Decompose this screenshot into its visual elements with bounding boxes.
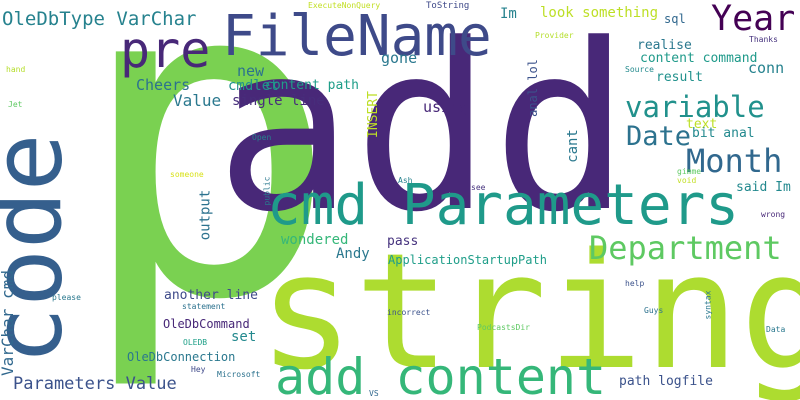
word: Microsoft [217,370,261,379]
word: wondered [281,232,349,248]
word: using [423,98,469,116]
word: output [197,189,214,241]
word: VarChar cmd [0,270,17,376]
word: Hey [191,365,206,374]
word: OleDbConnection [127,350,236,364]
word: Im [500,6,517,22]
word: Cheers [136,76,191,94]
word: VS [369,389,379,398]
word: public [262,176,272,206]
word: Open [252,133,272,142]
word: set [231,329,257,345]
word: void [677,176,697,185]
word: conn [748,59,785,77]
word: someone [170,170,204,179]
word: INSERT [365,91,381,138]
word: sql [664,12,686,26]
word: Value [173,91,222,110]
word: Parameters Value [13,374,177,394]
word: ApplicationStartupPath [388,253,547,267]
word: content path [265,78,359,93]
word: OLEDB [183,338,208,347]
word: Provider [535,31,574,40]
word: see [471,183,486,192]
word: result [656,70,703,85]
word: OleDbCommand [163,317,250,331]
word: p [75,0,340,396]
word: Thanks [749,35,778,44]
word: Source [625,65,654,74]
word: Andy [336,246,370,262]
word: gimme [677,167,702,176]
word: Date [626,121,692,152]
word: FileName [222,4,492,69]
word: path logfile [619,374,713,389]
word: Department [589,229,782,267]
word: help [625,279,645,288]
word: Month [686,142,783,180]
word: ExecuteNonQuery [308,1,381,10]
word: Data [766,325,786,334]
word: text [686,117,718,132]
word: realise [637,38,692,53]
word: gone [381,49,418,67]
word: string [258,218,800,400]
word: cmdlet [228,78,279,94]
word: look something [540,5,659,21]
word: please [52,293,81,302]
word: pre [120,21,211,79]
word: cant [564,129,581,163]
word: content command [640,51,758,66]
word: anal lol [525,59,540,117]
word: incorrect [387,308,431,317]
word: PodcastsDir [477,323,530,332]
word: single line [232,93,325,109]
word: pass [387,234,419,249]
word: statement [182,302,226,311]
word: hand [6,65,26,74]
word: syntax [703,290,713,320]
word: Jet [8,100,23,109]
word: OleDbType VarChar [2,8,197,30]
word: new [237,62,265,80]
word: ToString [426,1,470,11]
word: Ash [398,176,413,185]
word: add content [275,348,607,400]
word: add [215,0,631,263]
word: wrong [761,210,786,219]
word: bit anal [692,126,755,141]
word: variable [625,90,765,124]
word: Year [711,0,796,39]
word: cmd Parameters [267,173,740,238]
word: said Im [736,180,791,195]
word: Guys [644,306,664,315]
word: another line [164,288,258,303]
